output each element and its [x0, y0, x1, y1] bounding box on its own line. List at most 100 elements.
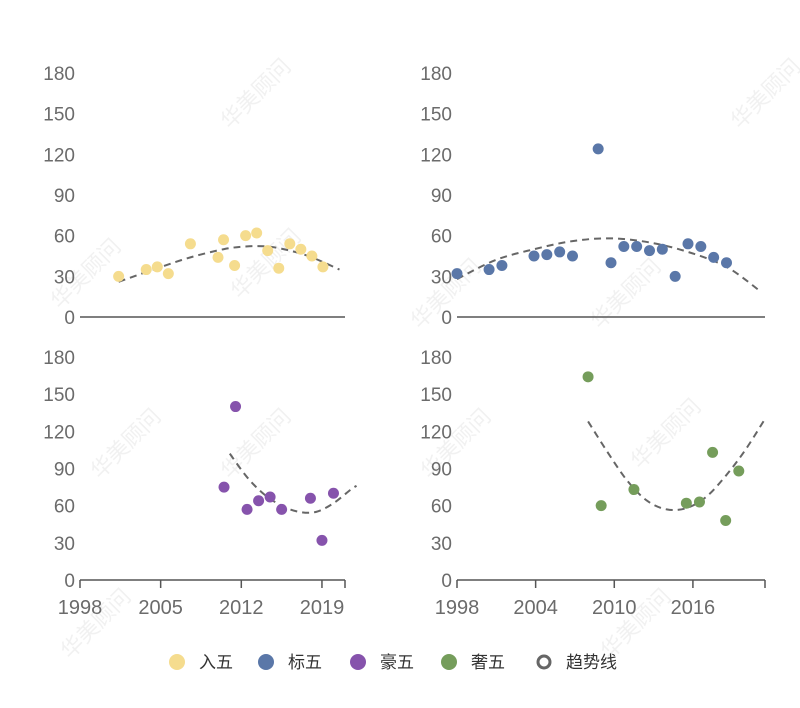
data-point: [317, 261, 329, 273]
x-tick-label: 1998: [58, 597, 103, 619]
chart-panel-3: 0 30 60 90 120 150 180 1998 2005 2012 2019: [43, 348, 358, 619]
chart-panel-2: 0 30 60 90 120 150 180: [420, 64, 765, 329]
y-tick-label: 120: [420, 422, 452, 443]
y-tick-label: 180: [420, 64, 452, 85]
legend-label: 标五: [288, 653, 322, 672]
data-point: [113, 270, 125, 282]
data-point: [264, 491, 276, 503]
data-point: [708, 251, 720, 263]
chart-panel-4: 0 30 60 90 120 150 180 1998 2004 2010 2016: [420, 348, 766, 619]
data-point: [528, 250, 540, 262]
data-point: [304, 492, 316, 504]
data-point: [720, 515, 732, 527]
data-point: [229, 259, 241, 271]
data-point: [680, 497, 692, 509]
watermark-text: 华美顾问: [56, 584, 136, 664]
y-tick-label: 90: [54, 186, 75, 207]
trend-line: [228, 453, 358, 514]
data-point: [631, 241, 643, 253]
y-tick-label: 90: [54, 460, 75, 481]
trend-line: [587, 418, 766, 512]
y-tick-label: 60: [54, 227, 75, 248]
legend-item: 标五: [258, 653, 322, 672]
watermark-text: 华美顾问: [586, 254, 666, 334]
data-point: [707, 446, 719, 458]
data-point: [140, 264, 152, 276]
data-point: [656, 243, 668, 255]
y-tick-label: 60: [431, 227, 452, 248]
trend-line: [118, 245, 340, 283]
legend-ring-icon: [536, 654, 552, 670]
data-point: [605, 257, 617, 269]
x-tick-label: 2010: [592, 597, 637, 619]
y-tick-label: 0: [64, 308, 75, 329]
legend-swatch: [258, 654, 274, 670]
data-point: [451, 268, 463, 280]
watermark-text: 华美顾问: [596, 584, 676, 664]
data-point: [582, 371, 594, 383]
legend-label: 趋势线: [566, 653, 617, 672]
watermark-text: 华美顾问: [216, 404, 296, 484]
x-tick-label: 2004: [513, 597, 558, 619]
data-point: [162, 268, 174, 280]
legend-swatch: [169, 654, 185, 670]
legend-swatch: [441, 654, 457, 670]
data-point: [251, 227, 263, 239]
data-point: [669, 270, 681, 282]
y-tick-label: 30: [54, 534, 75, 555]
y-tick-label: 0: [441, 571, 452, 592]
y-tick-label: 30: [431, 534, 452, 555]
y-tick-label: 0: [441, 308, 452, 329]
y-tick-label: 150: [43, 385, 75, 406]
y-tick-label: 150: [43, 105, 75, 126]
watermark-text: 华美顾问: [216, 54, 296, 134]
y-tick-label: 120: [43, 145, 75, 166]
y-tick-label: 30: [431, 267, 452, 288]
chart-panel-1: 0 30 60 90 120 150 180: [43, 64, 345, 329]
y-tick-label: 30: [54, 267, 75, 288]
legend-item: 入五: [169, 653, 233, 672]
y-tick-label: 150: [420, 105, 452, 126]
watermark-text: 华美顾问: [626, 394, 706, 474]
data-point: [628, 484, 640, 496]
data-point: [496, 259, 508, 271]
y-tick-label: 90: [431, 186, 452, 207]
data-point: [592, 143, 604, 155]
y-tick-label: 90: [431, 460, 452, 481]
x-tick-label: 2012: [219, 597, 264, 619]
data-point: [733, 465, 745, 477]
data-point: [721, 257, 732, 269]
data-point: [212, 251, 224, 263]
data-point: [567, 250, 578, 262]
x-tick-label: 1998: [435, 597, 480, 619]
data-point: [240, 230, 252, 242]
watermark-text: 华美顾问: [726, 54, 800, 134]
watermark-text: 华美顾问: [86, 404, 166, 484]
y-tick-label: 60: [431, 497, 452, 518]
data-point: [253, 495, 265, 507]
data-point: [682, 238, 694, 250]
data-point: [276, 503, 288, 515]
legend-label: 豪五: [380, 652, 414, 672]
y-tick-label: 0: [64, 571, 75, 592]
data-point: [306, 250, 318, 262]
data-point: [273, 262, 285, 274]
y-tick-label: 150: [420, 385, 452, 406]
data-point: [184, 238, 196, 250]
legend-label: 奢五: [471, 653, 505, 672]
data-point: [284, 238, 296, 250]
data-point: [695, 241, 707, 253]
data-point: [151, 261, 163, 273]
y-tick-label: 120: [43, 422, 75, 443]
legend-label: 入五: [199, 653, 233, 672]
data-point: [327, 487, 339, 499]
data-point: [644, 245, 655, 257]
y-tick-label: 180: [43, 348, 75, 369]
y-tick-label: 60: [54, 497, 75, 518]
data-point: [295, 243, 307, 255]
x-tick-label: 2019: [300, 597, 345, 619]
data-point: [618, 241, 630, 253]
data-point: [483, 264, 495, 276]
legend-item: 趋势线: [536, 653, 617, 672]
